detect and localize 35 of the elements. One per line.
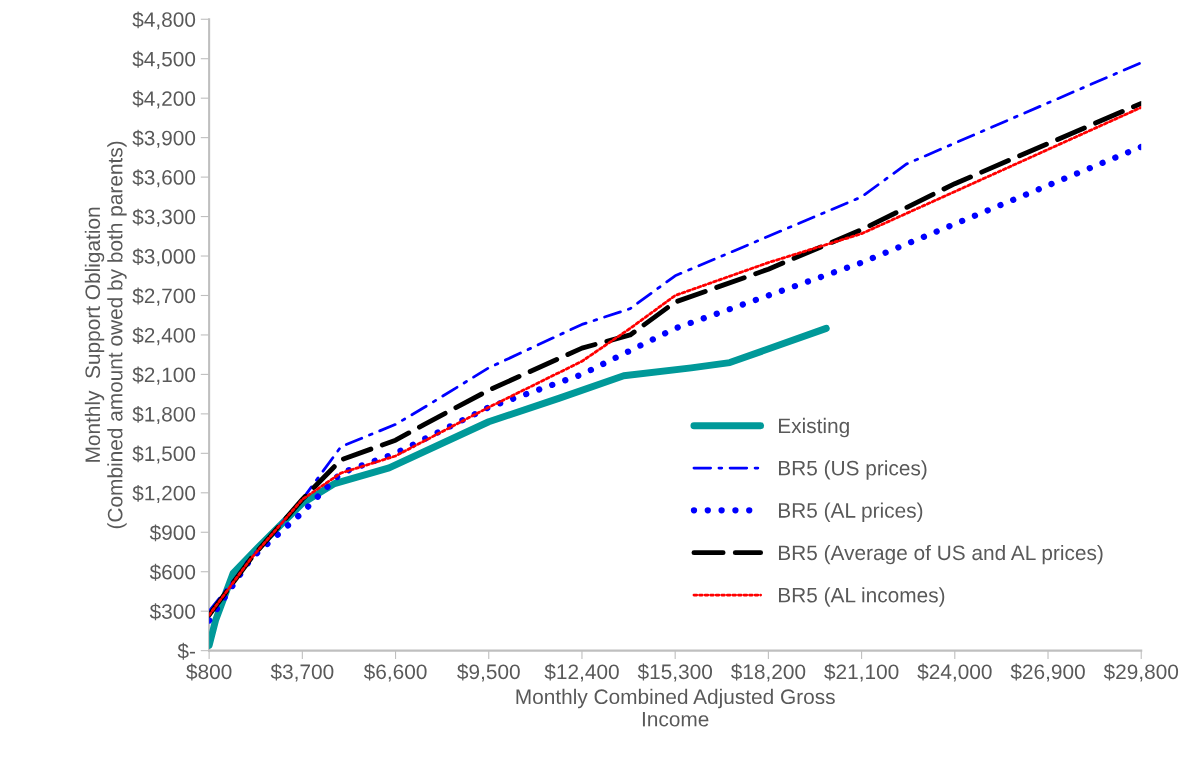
x-tick-label: $15,300	[637, 663, 713, 682]
y-tick-label: $600	[149, 563, 196, 581]
legend-label: BR5 (AL incomes)	[778, 587, 945, 607]
x-tick-label: $21,100	[824, 663, 899, 682]
x-tick-label: $9,500	[457, 663, 520, 682]
y-tick-label: $2,700	[132, 287, 196, 306]
y-tick-label: $4,500	[132, 50, 196, 69]
x-tick-label: $29,800	[1103, 663, 1179, 682]
y-tick-label: $3,900	[132, 129, 196, 148]
y-tick-label: $1,800	[132, 406, 196, 425]
x-axis-title: Monthly Combined Adjusted Gross Income	[516, 688, 835, 727]
legend-label: BR5 (US prices)	[778, 460, 927, 480]
y-tick-label: $3,600	[132, 169, 196, 188]
x-tick-label: $26,900	[1010, 663, 1085, 682]
y-tick-label: $3,300	[132, 208, 196, 227]
y-axis-title: Monthly Support Obligation (Combined amount owed by both parents)	[84, 141, 127, 529]
y-tick-label: $1,500	[132, 445, 196, 464]
y-tick-label: $2,400	[132, 327, 196, 346]
y-tick-label: $300	[149, 603, 196, 621]
x-tick-label: $3,700	[270, 663, 334, 682]
y-tick-label: $4,800	[132, 11, 196, 30]
y-tick-label: $900	[149, 524, 196, 542]
x-tick-label: $24,000	[917, 663, 992, 682]
y-tick-label: $-	[177, 642, 196, 660]
legend-label: Existing	[778, 417, 849, 438]
x-tick-label: $6,600	[363, 663, 427, 682]
x-tick-label: $800	[186, 663, 232, 681]
y-tick-label: $3,000	[132, 248, 196, 267]
y-tick-label: $2,100	[132, 366, 196, 385]
legend-label: BR5 (AL prices)	[778, 502, 923, 522]
legend-label: BR5 (Average of US and AL prices)	[778, 544, 1103, 565]
x-tick-label: $18,200	[730, 663, 806, 682]
y-tick-label: $4,200	[132, 90, 196, 109]
y-tick-label: $1,200	[132, 484, 196, 504]
x-tick-label: $12,400	[544, 663, 619, 682]
